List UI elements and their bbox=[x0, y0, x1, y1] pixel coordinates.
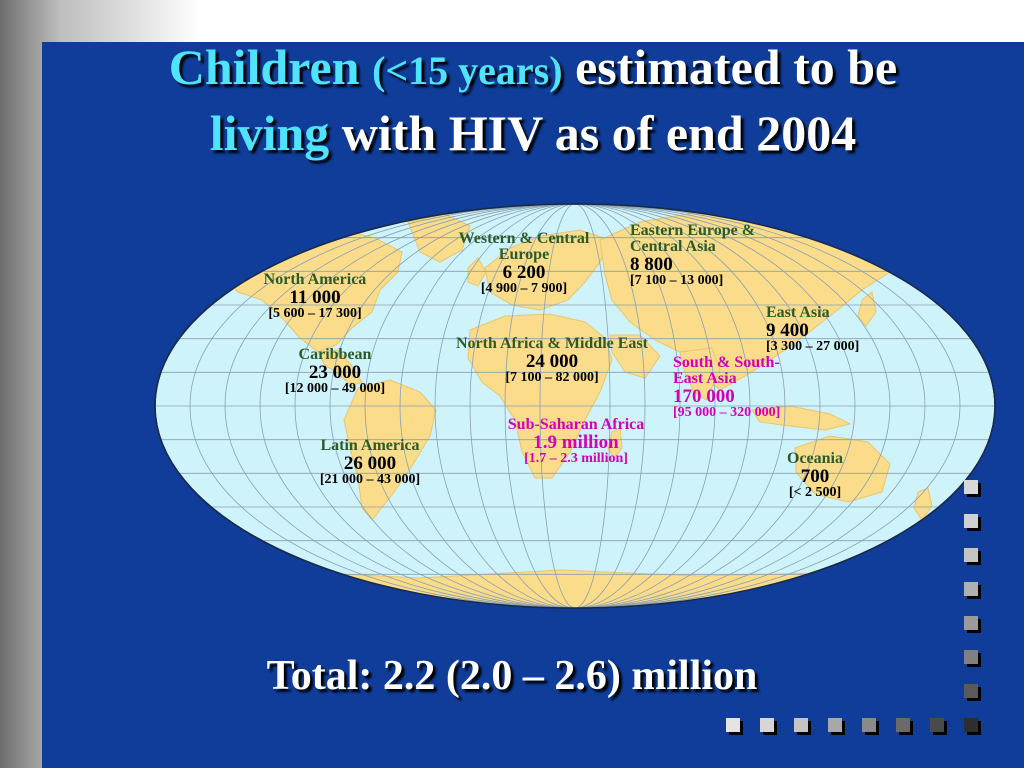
region-south-southeast-asia: South & South-East Asia 170 000 [95 000 … bbox=[673, 354, 781, 420]
decor-square bbox=[964, 548, 978, 562]
land-central-america bbox=[317, 349, 363, 387]
decor-square bbox=[964, 616, 978, 630]
decor-square bbox=[964, 514, 978, 528]
land-south-america bbox=[343, 379, 437, 521]
region-eastern-europe-central-asia: Eastern Europe & Central Asia 8 800 [7 1… bbox=[630, 222, 756, 288]
decor-square bbox=[896, 718, 910, 732]
region-western-central-europe: Western & Central Europe 6 200 [4 900 – … bbox=[458, 230, 590, 296]
region-north-africa-middle-east: North Africa & Middle East 24 000 [7 100… bbox=[456, 335, 648, 385]
land-india bbox=[679, 347, 721, 401]
decor-square bbox=[760, 718, 774, 732]
title-age: (<15 years) bbox=[372, 48, 563, 93]
decor-square bbox=[964, 718, 978, 732]
map-graticule bbox=[155, 204, 995, 608]
decor-square bbox=[794, 718, 808, 732]
region-latin-america: Latin America 26 000 [21 000 – 43 000] bbox=[319, 437, 421, 487]
region-caribbean: Caribbean 23 000 [12 000 – 49 000] bbox=[284, 346, 386, 396]
land-arabia bbox=[609, 334, 661, 379]
land-indonesia bbox=[751, 405, 852, 431]
land-australia bbox=[794, 435, 891, 503]
land-uk bbox=[467, 257, 487, 287]
land-antarctica bbox=[155, 569, 995, 608]
decor-square bbox=[964, 480, 978, 494]
decor-square bbox=[964, 582, 978, 596]
region-sub-saharan-africa: Sub-Saharan Africa 1.9 million [1.7 – 2.… bbox=[507, 416, 645, 466]
title-with-hiv: with HIV as of end 2004 bbox=[341, 105, 857, 161]
land-madagascar bbox=[607, 427, 623, 459]
decor-square bbox=[964, 650, 978, 664]
title-living: living bbox=[209, 105, 330, 161]
decor-square bbox=[862, 718, 876, 732]
decor-square bbox=[828, 718, 842, 732]
region-oceania: Oceania 700 [< 2 500] bbox=[787, 450, 843, 500]
region-east-asia: East Asia 9 400 [3 300 – 27 000] bbox=[766, 304, 860, 354]
slide-title: Children (<15 years) estimated to be liv… bbox=[42, 36, 1024, 164]
decor-square bbox=[930, 718, 944, 732]
decor-square bbox=[726, 718, 740, 732]
decor-square bbox=[964, 684, 978, 698]
title-children: Children bbox=[168, 39, 360, 95]
total-estimate: Total: 2.2 (2.0 – 2.6) million bbox=[266, 653, 758, 699]
title-estimated: estimated to be bbox=[575, 39, 898, 95]
region-north-america: North America 11 000 [5 600 – 17 300] bbox=[263, 271, 367, 321]
land-japan bbox=[857, 291, 877, 327]
